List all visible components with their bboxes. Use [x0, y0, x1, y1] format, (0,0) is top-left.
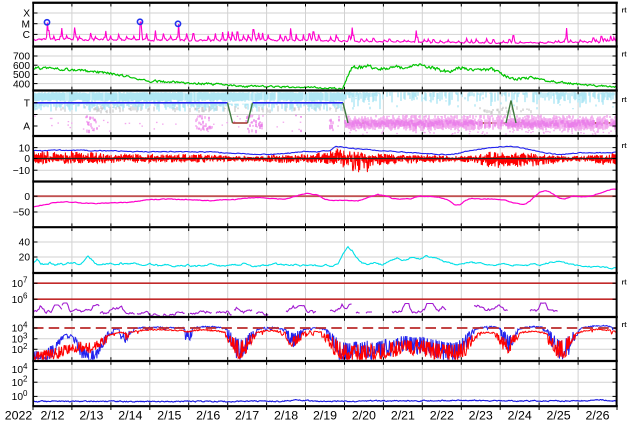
svg-text:2/25: 2/25 — [547, 409, 571, 423]
svg-text:2/17: 2/17 — [235, 409, 259, 423]
svg-text:2/18: 2/18 — [274, 409, 298, 423]
svg-text:rt: rt — [622, 143, 628, 150]
svg-text:500: 500 — [13, 70, 30, 81]
svg-text:2/16: 2/16 — [196, 409, 220, 423]
svg-text:10: 10 — [12, 365, 24, 376]
svg-text:2: 2 — [23, 342, 28, 351]
svg-text:2/19: 2/19 — [313, 409, 337, 423]
svg-text:600: 600 — [13, 61, 30, 72]
svg-text:10: 10 — [12, 279, 24, 290]
svg-text:M: M — [22, 19, 31, 30]
svg-text:400: 400 — [13, 79, 30, 90]
svg-text:rt: rt — [622, 280, 628, 287]
svg-text:2: 2 — [23, 375, 28, 384]
svg-text:2/24: 2/24 — [508, 409, 532, 423]
svg-text:2/21: 2/21 — [391, 409, 415, 423]
svg-text:2/12: 2/12 — [40, 409, 64, 423]
svg-text:2/26: 2/26 — [585, 409, 609, 423]
svg-text:X: X — [23, 9, 30, 20]
svg-text:−10: −10 — [13, 166, 31, 177]
svg-text:10: 10 — [12, 295, 24, 306]
svg-text:10: 10 — [12, 335, 24, 346]
svg-text:2/23: 2/23 — [469, 409, 493, 423]
svg-text:40: 40 — [19, 238, 31, 249]
svg-text:A: A — [23, 122, 30, 133]
svg-text:20: 20 — [19, 253, 31, 264]
svg-text:10: 10 — [12, 392, 24, 403]
svg-text:−50: −50 — [13, 208, 31, 219]
svg-text:rt: rt — [622, 97, 628, 104]
svg-text:10: 10 — [12, 324, 24, 335]
svg-text:0: 0 — [24, 192, 30, 203]
svg-text:3: 3 — [23, 331, 28, 340]
svg-text:rt: rt — [622, 52, 628, 59]
svg-text:4: 4 — [23, 362, 28, 371]
svg-text:10: 10 — [12, 378, 24, 389]
svg-text:2022: 2022 — [5, 409, 33, 423]
svg-text:rt: rt — [622, 322, 628, 329]
svg-text:4: 4 — [23, 321, 28, 330]
svg-text:2/13: 2/13 — [79, 409, 103, 423]
svg-text:10: 10 — [12, 345, 24, 356]
svg-text:T: T — [24, 99, 30, 110]
svg-text:10: 10 — [19, 143, 31, 154]
svg-text:7: 7 — [23, 276, 28, 285]
svg-text:2/20: 2/20 — [352, 409, 376, 423]
svg-text:C: C — [23, 30, 30, 41]
svg-text:0: 0 — [23, 389, 28, 398]
svg-text:2/22: 2/22 — [430, 409, 454, 423]
svg-text:6: 6 — [23, 292, 28, 301]
svg-text:rt: rt — [622, 8, 628, 15]
svg-text:2/14: 2/14 — [118, 409, 142, 423]
svg-text:700: 700 — [13, 52, 30, 63]
svg-text:2/15: 2/15 — [157, 409, 181, 423]
svg-text:0: 0 — [24, 154, 30, 165]
